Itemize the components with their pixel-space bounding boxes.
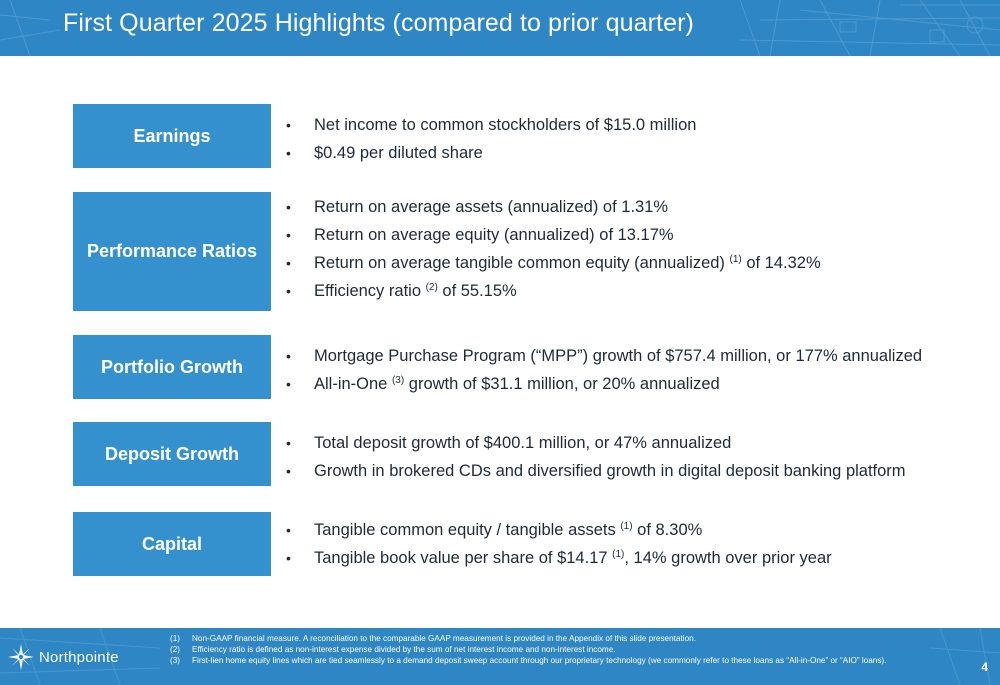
logo-text: Northpointe	[39, 648, 119, 666]
bullet-text-pre: Efficiency ratio	[314, 282, 426, 300]
bullet-icon: •	[286, 435, 291, 451]
page-title: First Quarter 2025 Highlights (compared …	[63, 9, 694, 37]
bullet-text-post: growth of $31.1 million, or 20% annualiz…	[404, 375, 720, 393]
capital-bullet-list: • Tangible common equity / tangible asset…	[286, 516, 832, 572]
section-label-portfolio-growth: Portfolio Growth	[73, 335, 271, 399]
company-logo: Northpointe	[8, 644, 119, 670]
bullet-text: $0.49 per diluted share	[314, 144, 483, 162]
bullet-item: • All-in-One (3) growth of $31.1 million,…	[286, 370, 922, 398]
bullet-text: Total deposit growth of $400.1 million, …	[314, 434, 732, 452]
bullet-text-post: of 8.30%	[632, 521, 703, 539]
bullet-item: • Net income to common stockholders of $1…	[286, 111, 696, 139]
bullet-text-pre: Return on average tangible common equity…	[314, 254, 730, 272]
bullet-text-pre: All-in-One	[314, 375, 392, 393]
bullet-icon: •	[286, 522, 291, 538]
bullet-item: • Return on average tangible common equit…	[286, 249, 821, 277]
bullet-text-post: of 14.32%	[741, 254, 821, 272]
bullet-item: • $0.49 per diluted share	[286, 139, 696, 167]
bullet-icon: •	[286, 199, 291, 215]
compass-star-icon	[8, 644, 34, 670]
bullet-text-post: of 55.15%	[437, 282, 517, 300]
performance-ratios-bullet-list: • Return on average assets (annualized) o…	[286, 193, 821, 305]
slide-header: First Quarter 2025 Highlights (compared …	[0, 0, 1000, 56]
footnote-text: First-lien home equity lines which are t…	[192, 656, 887, 665]
bullet-icon: •	[286, 348, 291, 364]
footnote-text: Non-GAAP financial measure. A reconcilia…	[192, 634, 696, 643]
bullet-item: • Return on average assets (annualized) o…	[286, 193, 821, 221]
footnote-ref: (1)	[729, 254, 742, 265]
bullet-icon: •	[286, 376, 291, 392]
bullet-icon: •	[286, 283, 291, 299]
footnote: (2) Efficiency ratio is defined as non-in…	[170, 644, 930, 655]
footnote-ref: (2)	[425, 282, 438, 293]
bullet-item: • Mortgage Purchase Program (“MPP”) growt…	[286, 342, 922, 370]
slide-footer: Northpointe (1) Non-GAAP financial measur…	[0, 628, 1000, 685]
portfolio-growth-bullet-list: • Mortgage Purchase Program (“MPP”) growt…	[286, 342, 922, 398]
section-label-capital: Capital	[73, 512, 271, 576]
footnote-number: (1)	[170, 634, 181, 643]
footnote-number: (3)	[170, 656, 181, 665]
footnote-number: (2)	[170, 645, 181, 654]
bullet-text: Return on average equity (annualized) of…	[314, 226, 674, 244]
footnote: (3) First-lien home equity lines which ar…	[170, 655, 930, 666]
bullet-icon: •	[286, 145, 291, 161]
section-label-performance-ratios: Performance Ratios	[73, 192, 271, 311]
bullet-text: Net income to common stockholders of $15…	[314, 116, 697, 134]
bullet-icon: •	[286, 227, 291, 243]
section-label-deposit-growth: Deposit Growth	[73, 422, 271, 486]
deposit-growth-bullet-list: • Total deposit growth of $400.1 million,…	[286, 429, 906, 485]
bullet-item: • Growth in brokered CDs and diversified …	[286, 457, 906, 485]
bullet-item: • Tangible common equity / tangible asset…	[286, 516, 832, 544]
bullet-item: • Return on average equity (annualized) o…	[286, 221, 821, 249]
bullet-text-pre: Tangible common equity / tangible assets	[314, 521, 621, 539]
bullet-icon: •	[286, 117, 291, 133]
footnotes: (1) Non-GAAP financial measure. A reconci…	[170, 633, 930, 666]
bullet-item: • Efficiency ratio (2) of 55.15%	[286, 277, 821, 305]
page-number: 4	[981, 660, 988, 674]
bullet-text: Growth in brokered CDs and diversified g…	[314, 462, 906, 480]
footnote-text: Efficiency ratio is defined as non-inter…	[192, 645, 616, 654]
section-label-earnings: Earnings	[73, 104, 271, 168]
bullet-icon: •	[286, 550, 291, 566]
bullet-text: Mortgage Purchase Program (“MPP”) growth…	[314, 347, 923, 365]
footnote-ref: (3)	[391, 375, 405, 386]
bullet-icon: •	[286, 255, 291, 271]
footnote-ref: (1)	[620, 521, 633, 532]
footnote: (1) Non-GAAP financial measure. A reconci…	[170, 633, 930, 644]
bullet-text-pre: Tangible book value per share of $14.17	[314, 549, 613, 567]
footnote-ref: (1)	[612, 549, 625, 560]
bullet-item: • Total deposit growth of $400.1 million,…	[286, 429, 906, 457]
map-pattern-decoration	[0, 0, 1000, 56]
bullet-text-post: , 14% growth over prior year	[624, 549, 832, 567]
bullet-icon: •	[286, 463, 291, 479]
bullet-item: • Tangible book value per share of $14.17…	[286, 544, 832, 572]
earnings-bullet-list: • Net income to common stockholders of $1…	[286, 111, 696, 167]
bullet-text: Return on average assets (annualized) of…	[314, 198, 669, 216]
